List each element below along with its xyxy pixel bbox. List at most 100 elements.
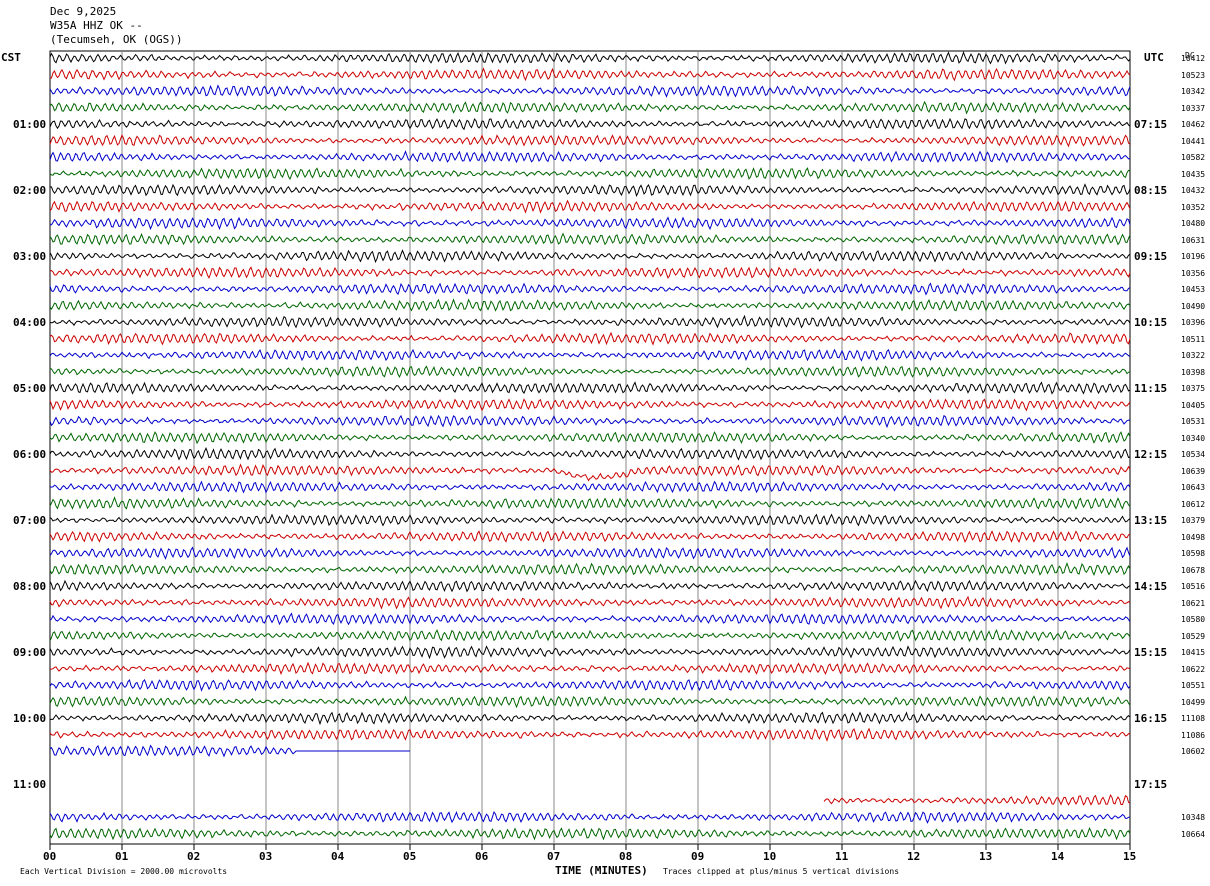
seismic-trace bbox=[50, 216, 1131, 231]
seismic-trace bbox=[49, 100, 1131, 115]
x-tick-label: 06 bbox=[475, 850, 489, 863]
seismic-trace bbox=[49, 51, 1131, 65]
station-code: W35A HHZ OK -- bbox=[50, 19, 143, 32]
seismic-trace bbox=[49, 167, 1131, 181]
dc-offset-label: 10516 bbox=[1181, 582, 1206, 591]
seismic-trace bbox=[49, 331, 1131, 346]
seismic-trace bbox=[49, 117, 1131, 131]
seismic-trace bbox=[49, 365, 1131, 379]
cst-hour-label: 03:00 bbox=[13, 250, 47, 263]
utc-hour-label: 15:15 bbox=[1134, 646, 1168, 659]
seismic-trace bbox=[49, 232, 1131, 246]
seismic-trace bbox=[49, 398, 1131, 412]
dc-offset-label: 10580 bbox=[1181, 615, 1206, 624]
seismic-trace bbox=[49, 67, 1131, 82]
x-tick-label: 08 bbox=[619, 850, 633, 863]
dc-offset-label: 10551 bbox=[1181, 681, 1206, 690]
x-tick-label: 00 bbox=[43, 850, 57, 863]
dc-offset-label: 10348 bbox=[1181, 813, 1206, 822]
seismic-trace bbox=[49, 282, 1131, 296]
dc-offset-label: 10664 bbox=[1181, 829, 1206, 839]
cst-hour-label: 11:00 bbox=[13, 778, 47, 791]
x-tick-label: 07 bbox=[547, 850, 561, 863]
dc-offset-label: 10621 bbox=[1181, 598, 1206, 608]
x-tick-label: 14 bbox=[1051, 850, 1065, 863]
dc-offset-label: 10322 bbox=[1181, 351, 1206, 360]
seismic-trace bbox=[49, 530, 1131, 544]
utc-hour-label: 09:15 bbox=[1134, 250, 1168, 263]
seismic-trace bbox=[49, 266, 1131, 279]
seismic-trace bbox=[49, 298, 1131, 312]
cst-hour-label: 01:00 bbox=[13, 118, 47, 131]
seismic-trace bbox=[49, 678, 1131, 692]
dc-offset-label: 11086 bbox=[1181, 730, 1206, 740]
dc-offset-label: 10453 bbox=[1181, 285, 1206, 294]
x-tick-label: 02 bbox=[187, 850, 201, 863]
cst-hour-label: 10:00 bbox=[13, 712, 47, 725]
x-tick-label: 13 bbox=[979, 850, 993, 863]
cst-hour-label: 05:00 bbox=[13, 382, 47, 395]
utc-hour-label: 12:15 bbox=[1134, 448, 1168, 461]
dc-offset-label: 10523 bbox=[1181, 70, 1206, 80]
seismic-trace bbox=[49, 496, 1131, 510]
utc-hour-label: 11:15 bbox=[1134, 382, 1168, 395]
seismic-trace bbox=[49, 150, 1131, 164]
dc-offset-label: 10643 bbox=[1181, 483, 1206, 492]
seismic-trace bbox=[49, 463, 1131, 482]
x-axis-label: TIME (MINUTES) bbox=[555, 864, 648, 877]
dc-offset-label: 10340 bbox=[1181, 433, 1206, 443]
dc-offset-label: 10432 bbox=[1181, 186, 1206, 195]
dc-offset-label: 10582 bbox=[1181, 153, 1206, 162]
dc-offset-label: 10480 bbox=[1181, 219, 1206, 228]
plot-frame bbox=[49, 50, 1131, 845]
seismic-trace bbox=[49, 562, 1131, 576]
dc-offset-label: 10398 bbox=[1181, 367, 1206, 377]
dc-column-header: DC bbox=[1185, 51, 1195, 60]
dc-offset-label: 10396 bbox=[1181, 318, 1206, 327]
dc-offset-label: 10499 bbox=[1181, 697, 1206, 707]
seismic-trace bbox=[49, 133, 1131, 148]
dc-offset-label: 10356 bbox=[1181, 268, 1206, 278]
seismic-trace bbox=[49, 612, 1131, 626]
utc-hour-label: 17:15 bbox=[1134, 778, 1168, 791]
dc-offset-label: 10622 bbox=[1181, 664, 1206, 674]
seismic-trace bbox=[49, 84, 1131, 98]
dc-offset-label: 10612 bbox=[1181, 499, 1206, 509]
dc-offset-label: 10412 bbox=[1181, 54, 1206, 63]
cst-hour-label: 08:00 bbox=[13, 580, 47, 593]
dc-offset-label: 10531 bbox=[1181, 417, 1206, 426]
seismic-trace bbox=[49, 744, 410, 758]
x-tick-label: 12 bbox=[907, 850, 921, 863]
x-tick-label: 11 bbox=[835, 850, 849, 863]
dc-offset-label: 10342 bbox=[1181, 87, 1206, 96]
seismic-trace bbox=[49, 645, 1131, 660]
dc-offset-label: 10375 bbox=[1181, 384, 1206, 393]
dc-offset-label: 10379 bbox=[1181, 516, 1206, 525]
x-tick-label: 10 bbox=[763, 850, 777, 863]
cst-hour-label: 04:00 bbox=[13, 316, 47, 329]
seismic-trace bbox=[49, 314, 1131, 329]
utc-hour-label: 07:15 bbox=[1134, 118, 1168, 131]
cst-hour-label: 07:00 bbox=[13, 514, 47, 527]
seismic-trace bbox=[49, 711, 1131, 726]
x-tick-label: 04 bbox=[331, 850, 345, 863]
seismic-trace bbox=[49, 579, 1131, 593]
cst-hour-label: 09:00 bbox=[13, 646, 47, 659]
seismic-trace bbox=[49, 695, 1131, 709]
dc-offset-label: 10631 bbox=[1181, 235, 1206, 245]
scale-note: Each Vertical Division = 2000.00 microvo… bbox=[20, 867, 228, 876]
seismic-trace bbox=[49, 447, 1131, 461]
dc-offset-label: 10639 bbox=[1181, 466, 1206, 476]
dc-offset-label: 10678 bbox=[1181, 565, 1206, 575]
cst-hour-label: 06:00 bbox=[13, 448, 47, 461]
dc-offset-label: 10415 bbox=[1181, 648, 1206, 657]
seismic-trace bbox=[49, 199, 1131, 214]
dc-offset-label: 10529 bbox=[1181, 631, 1206, 641]
x-tick-label: 15 bbox=[1123, 850, 1137, 863]
seismic-trace bbox=[49, 249, 1131, 264]
seismic-trace bbox=[49, 827, 1131, 841]
dc-offset-label: 10534 bbox=[1181, 450, 1206, 459]
utc-hour-label: 14:15 bbox=[1134, 580, 1168, 593]
station-location: (Tecumseh, OK (OGS)) bbox=[50, 33, 183, 46]
